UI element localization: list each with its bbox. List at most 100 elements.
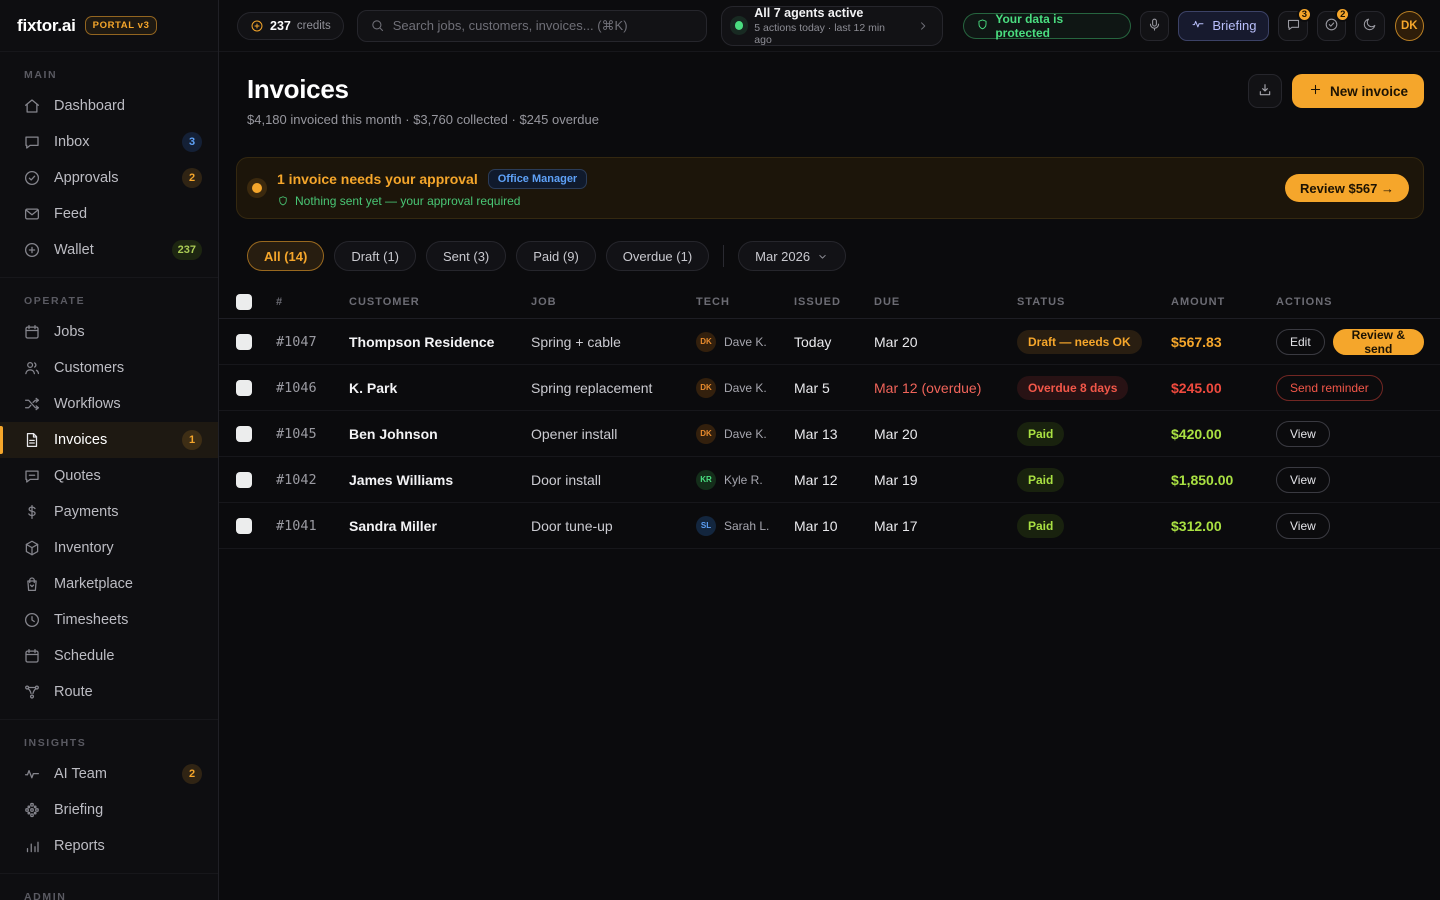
table-body: #1047 Thompson Residence Spring + cable DK D… (219, 319, 1440, 549)
dark-mode-button[interactable] (1355, 10, 1385, 41)
invoices-table: # CUSTOMER JOB TECH ISSUED DUE STATUS AMOUNT ACT… (219, 285, 1440, 549)
filter-all-14[interactable]: All (14) (247, 241, 325, 271)
job-description: Door install (531, 471, 602, 488)
sidebar-item-inventory[interactable]: Inventory (0, 530, 218, 566)
sidebar-item-wallet[interactable]: Wallet 237 (0, 232, 218, 268)
credits-pill[interactable]: 237 credits (237, 11, 344, 40)
action-view-button[interactable]: View (1276, 466, 1330, 493)
agents-status-pill[interactable]: All 7 agents active 5 actions today · la… (720, 5, 944, 46)
sidebar-item-feed[interactable]: Feed (0, 196, 218, 232)
portal-version-badge: PORTAL v3 (84, 16, 158, 35)
action-view-button[interactable]: View (1276, 512, 1330, 539)
sidebar-item-label: Inventory (54, 540, 114, 556)
column-header-job: JOB (531, 295, 557, 308)
sidebar-item-schedule[interactable]: Schedule (0, 638, 218, 674)
new-invoice-button[interactable]: New invoice (1291, 74, 1424, 108)
approval-banner-title: 1 invoice needs your approval (277, 170, 478, 187)
sidebar-badge: 1 (182, 430, 202, 450)
invoice-row-1046[interactable]: #1046 K. Park Spring replacement DK Dave K. M… (219, 365, 1440, 411)
sidebar-item-approvals[interactable]: Approvals 2 (0, 160, 218, 196)
sidebar-item-jobs[interactable]: Jobs (0, 314, 218, 350)
plus-icon (1308, 82, 1323, 100)
download-icon (1257, 82, 1273, 101)
sidebar-item-label: Feed (54, 206, 88, 222)
customer-name: Sandra Miller (349, 517, 437, 534)
agents-subtitle: 5 actions today · last 12 min ago (754, 21, 885, 46)
tech-name: Kyle R. (724, 472, 763, 487)
sidebar-item-marketplace[interactable]: Marketplace (0, 566, 218, 602)
action-view-button[interactable]: View (1276, 420, 1330, 447)
tech-name: Sarah L. (724, 518, 770, 533)
nav-section-label-insights: INSIGHTS (24, 737, 87, 749)
user-avatar[interactable]: DK (1394, 10, 1425, 41)
invoice-row-1041[interactable]: #1041 Sandra Miller Door tune-up SL Sarah L.… (219, 503, 1440, 549)
sidebar-item-inbox[interactable]: Inbox 3 (0, 124, 218, 160)
sidebar-item-label: Route (54, 684, 93, 700)
tech-name: Dave K. (724, 426, 767, 441)
action-edit-button[interactable]: Edit (1276, 328, 1325, 355)
role-badge: Office Manager (487, 168, 588, 189)
approvals-button[interactable]: 2 (1316, 6, 1351, 41)
row-checkbox[interactable] (236, 471, 252, 488)
sidebar-badge: 2 (182, 764, 202, 784)
filter-sent-3[interactable]: Sent (3) (426, 241, 507, 271)
search-bar (356, 9, 707, 42)
credits-value: 237 (270, 18, 291, 33)
invoice-row-1045[interactable]: #1045 Ben Johnson Opener install DK Dave K. M… (219, 411, 1440, 457)
check-circle-icon (1324, 17, 1339, 35)
review-invoice-button[interactable]: Review $567 → (1285, 174, 1409, 202)
sidebar-item-customers[interactable]: Customers (0, 350, 218, 386)
row-checkbox[interactable] (236, 333, 252, 350)
action-review-send-button[interactable]: Review & send (1332, 328, 1424, 356)
briefing-button[interactable]: Briefing (1178, 10, 1270, 41)
page-title: Invoices (247, 74, 349, 104)
sidebar-badge: 3 (182, 132, 202, 152)
mic-button[interactable] (1139, 10, 1170, 41)
sidebar-item-briefing[interactable]: Briefing (0, 792, 218, 828)
dollar-icon (23, 503, 41, 521)
invoice-row-1042[interactable]: #1042 James Williams Door install KR Kyle R.… (219, 457, 1440, 503)
page-header: Invoices $4,180 invoiced this month · $3… (219, 52, 1440, 127)
status-badge: Draft — needs OK (1017, 329, 1142, 354)
export-button[interactable] (1247, 74, 1282, 108)
row-checkbox[interactable] (236, 425, 252, 442)
action-send-reminder-button[interactable]: Send reminder (1276, 374, 1383, 401)
month-filter-dropdown[interactable]: Mar 2026 (738, 241, 847, 271)
job-description: Opener install (531, 425, 618, 442)
chevron-right-icon (916, 19, 930, 33)
sidebar-item-label: Marketplace (54, 576, 133, 592)
tech-name: Dave K. (724, 380, 767, 395)
invoice-amount: $312.00 (1171, 517, 1222, 534)
sidebar-item-label: Inbox (54, 134, 90, 150)
agents-active-dot (734, 21, 744, 30)
job-description: Door tune-up (531, 517, 613, 534)
calendar-icon (23, 323, 41, 341)
select-all-checkbox[interactable] (236, 293, 252, 310)
sidebar-item-label: Invoices (54, 432, 108, 448)
chat-button[interactable]: 3 (1278, 6, 1312, 41)
sidebar-item-dashboard[interactable]: Dashboard (0, 88, 218, 124)
column-header-: # (276, 295, 284, 308)
customer-name: James Williams (349, 471, 454, 488)
status-cell: Overdue 8 days (1017, 375, 1171, 400)
sidebar-item-quotes[interactable]: Quotes (0, 458, 218, 494)
sidebar-badge: 2 (182, 168, 202, 188)
sidebar-item-workflows[interactable]: Workflows (0, 386, 218, 422)
column-header-actions: ACTIONS (1276, 295, 1333, 308)
sidebar-item-timesheets[interactable]: Timesheets (0, 602, 218, 638)
search-input[interactable] (392, 18, 694, 33)
status-cell: Paid (1017, 467, 1171, 492)
row-checkbox[interactable] (236, 517, 252, 534)
sidebar-item-label: Quotes (54, 468, 101, 484)
sidebar-item-reports[interactable]: Reports (0, 828, 218, 864)
row-checkbox[interactable] (236, 379, 252, 396)
filter-paid-9[interactable]: Paid (9) (516, 241, 596, 271)
sidebar-item-payments[interactable]: Payments (0, 494, 218, 530)
filter-overdue-1[interactable]: Overdue (1) (605, 241, 710, 271)
sidebar-item-route[interactable]: Route (0, 674, 218, 710)
sidebar-item-ai-team[interactable]: AI Team 2 (0, 756, 218, 792)
sidebar-item-invoices[interactable]: Invoices 1 (0, 422, 218, 458)
invoice-row-1047[interactable]: #1047 Thompson Residence Spring + cable DK D… (219, 319, 1440, 365)
filter-draft-1[interactable]: Draft (1) (334, 241, 417, 271)
nav-section-label-admin: ADMIN (24, 891, 67, 900)
